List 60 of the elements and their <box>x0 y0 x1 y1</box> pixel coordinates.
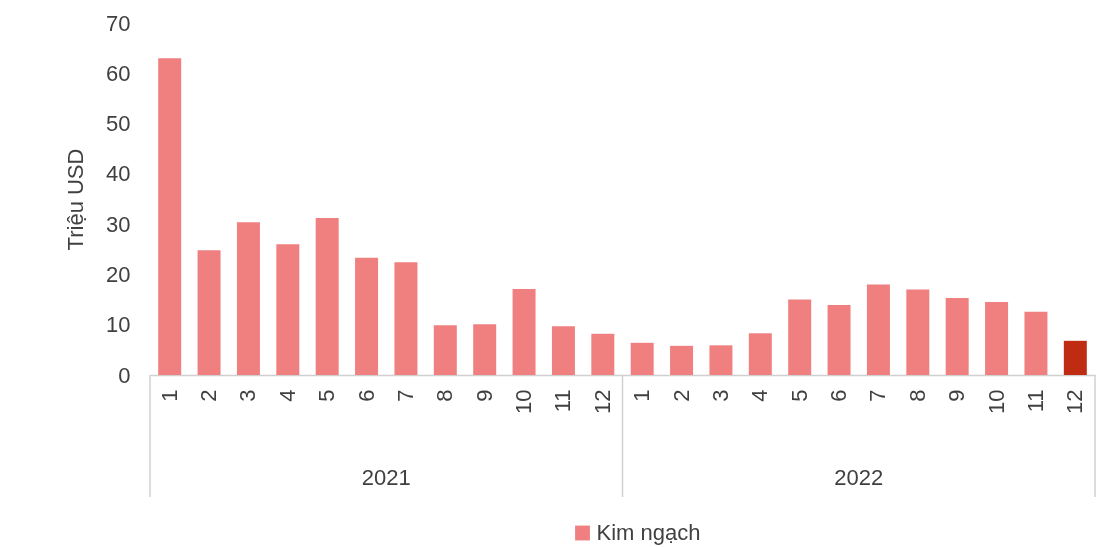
y-tick-label: 10 <box>106 312 131 338</box>
x-tick-label: 12 <box>589 389 615 414</box>
x-tick-label: 6 <box>826 389 852 402</box>
bar <box>394 262 418 375</box>
bar <box>276 244 300 375</box>
y-tick-label: 70 <box>106 10 131 36</box>
bar <box>709 345 733 375</box>
bar <box>985 302 1009 375</box>
x-tick-label: 1 <box>156 389 182 402</box>
x-tick-label: 6 <box>353 389 379 402</box>
x-tick-label: 7 <box>865 389 891 402</box>
text: 2022 <box>834 465 884 490</box>
x-tick-label: 3 <box>235 389 261 402</box>
bar <box>591 333 615 375</box>
x-tick-label: 12 <box>1062 389 1088 414</box>
bar <box>827 305 851 375</box>
x-tick-label: 7 <box>392 389 418 402</box>
bar <box>945 298 969 375</box>
x-tick-label: 11 <box>550 389 576 413</box>
x-tick-label: 2 <box>196 389 222 402</box>
bar <box>630 342 654 375</box>
legend-label: Kim ngạch <box>596 520 701 545</box>
x-tick-label: 4 <box>274 389 300 402</box>
bar <box>158 58 182 375</box>
bar <box>551 326 575 375</box>
bar <box>748 333 772 375</box>
bar <box>433 325 457 375</box>
bar <box>473 324 497 375</box>
x-tick-label: 3 <box>707 389 733 402</box>
y-tick-label: 50 <box>106 111 131 137</box>
bar <box>788 299 812 375</box>
x-tick-label: 5 <box>786 389 812 402</box>
y-tick-label: 40 <box>106 161 131 187</box>
x-tick-label: 9 <box>471 389 497 402</box>
bar <box>355 257 379 375</box>
bar <box>197 250 221 375</box>
bar <box>1063 340 1087 375</box>
bar <box>1024 311 1048 375</box>
x-tick-label: 8 <box>432 389 458 402</box>
y-tick-label: 60 <box>106 60 131 86</box>
y-tick-label: 20 <box>106 261 131 287</box>
bar <box>512 289 536 375</box>
y-tick-label: 0 <box>118 362 131 388</box>
x-tick-label: 9 <box>944 389 970 402</box>
x-tick-label: 4 <box>747 389 773 402</box>
bar <box>906 289 930 375</box>
bar <box>670 345 694 375</box>
text: 2021 <box>361 465 411 490</box>
x-tick-label: 1 <box>629 389 655 402</box>
bar <box>866 284 890 375</box>
x-tick-label: 11 <box>1022 389 1048 413</box>
x-tick-label: 2 <box>668 389 694 402</box>
bar <box>236 222 260 375</box>
y-axis-title: Triệu USD <box>63 148 89 251</box>
x-tick-label: 10 <box>983 389 1009 414</box>
y-tick-label: 30 <box>106 211 131 237</box>
x-tick-label: 8 <box>904 389 930 402</box>
x-tick-label: 10 <box>511 389 537 414</box>
bar <box>315 218 339 375</box>
x-tick-label: 5 <box>314 389 340 402</box>
